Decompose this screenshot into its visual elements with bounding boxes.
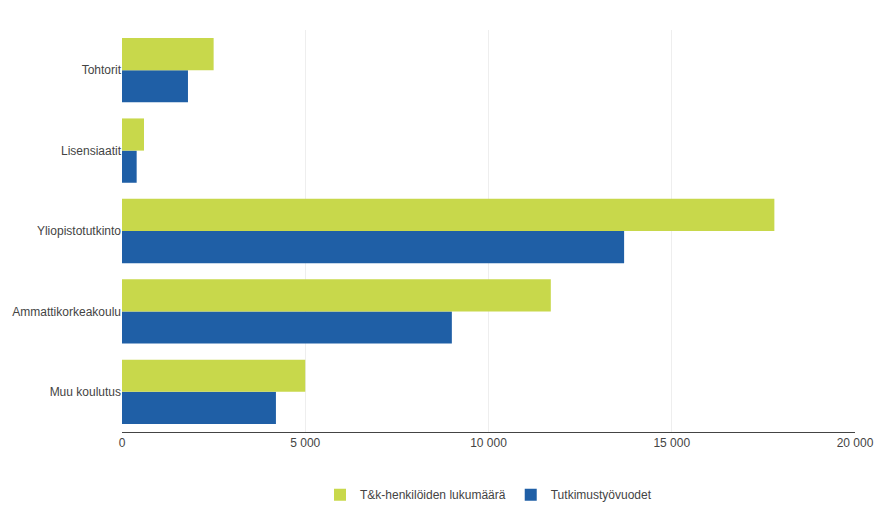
svg-text:Lisensiaatit: Lisensiaatit	[61, 144, 122, 158]
svg-text:20 000: 20 000	[837, 436, 874, 450]
svg-text:Ammattikorkeakoulu: Ammattikorkeakoulu	[12, 305, 121, 319]
svg-text:Yliopistotutkinto: Yliopistotutkinto	[37, 224, 121, 238]
svg-text:T&k-henkilöiden lukumäärä: T&k-henkilöiden lukumäärä	[360, 488, 506, 502]
svg-text:10 000: 10 000	[470, 436, 507, 450]
svg-text:Tohtorit: Tohtorit	[82, 63, 122, 77]
svg-text:0: 0	[119, 436, 126, 450]
svg-text:5 000: 5 000	[290, 436, 320, 450]
svg-text:Tutkimustyövuodet: Tutkimustyövuodet	[551, 488, 652, 502]
svg-text:15 000: 15 000	[653, 436, 690, 450]
svg-text:Muu koulutus: Muu koulutus	[50, 385, 121, 399]
